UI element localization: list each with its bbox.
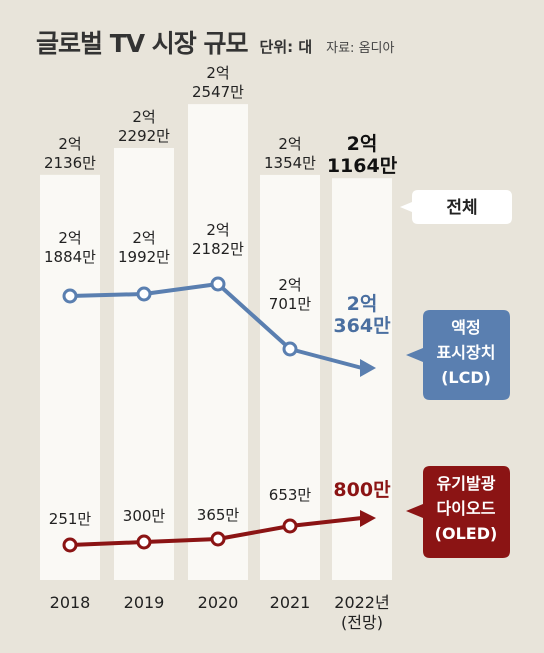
oled-value-label-2: 365만 bbox=[197, 506, 240, 524]
lcd-point-2 bbox=[210, 276, 226, 292]
lcd-value-label-1: 2억 1992만 bbox=[118, 229, 170, 266]
legend-total-label: 전체 bbox=[446, 198, 477, 218]
legend-lcd-label: 액정 표시장치 (LCD) bbox=[437, 318, 496, 387]
oled-value-label-0: 251만 bbox=[49, 510, 92, 528]
chart-title: 글로벌 TV 시장 규모 bbox=[36, 29, 249, 58]
x-tick-label-1: 2019 bbox=[124, 593, 165, 612]
x-tick-label-2: 2020 bbox=[198, 593, 239, 612]
total-value-label-2: 2억 2547만 bbox=[192, 64, 244, 101]
lcd-line-arrowhead bbox=[360, 359, 376, 377]
bar-total-2020 bbox=[188, 104, 248, 580]
oled-line-arrowhead bbox=[360, 510, 376, 527]
lcd-value-label-4: 2억 364만 bbox=[333, 293, 391, 337]
legend-oled-box bbox=[406, 466, 510, 558]
unit-label: 단위: 대 bbox=[259, 38, 313, 56]
x-tick-label-3: 2021 bbox=[270, 593, 311, 612]
x-tick-label-0: 2018 bbox=[50, 593, 91, 612]
oled-value-label-3: 653만 bbox=[269, 486, 312, 504]
oled-point-1 bbox=[136, 534, 152, 550]
lcd-value-label-2: 2억 2182만 bbox=[192, 221, 244, 258]
source-label: 자료: 옴디아 bbox=[326, 41, 395, 56]
bar-total-2021 bbox=[260, 174, 320, 581]
bar-total-2019 bbox=[114, 148, 174, 580]
legend-oled-label: 유기발광 다이오드 (OLED) bbox=[435, 474, 498, 543]
oled-point-0 bbox=[62, 537, 78, 553]
lcd-value-label-3: 2억 701만 bbox=[269, 276, 312, 313]
lcd-point-3 bbox=[282, 341, 298, 357]
legend-lcd-box bbox=[406, 310, 510, 400]
lcd-point-1 bbox=[136, 286, 152, 302]
lcd-point-0 bbox=[62, 288, 78, 304]
oled-value-label-1: 300만 bbox=[123, 507, 166, 525]
lcd-value-label-0: 2억 1884만 bbox=[44, 229, 96, 266]
oled-point-3 bbox=[282, 518, 298, 534]
chart-header: 글로벌 TV 시장 규모 단위: 대 자료: 옴디아 bbox=[36, 24, 394, 60]
total-value-label-0: 2억 2136만 bbox=[44, 135, 96, 172]
bar-total-2018 bbox=[40, 174, 100, 580]
oled-point-2 bbox=[210, 531, 226, 547]
legend-total-box bbox=[400, 190, 512, 224]
oled-value-label-4: 800만 bbox=[333, 479, 391, 501]
total-value-label-4: 2억 1164만 bbox=[327, 133, 398, 177]
total-value-label-3: 2억 1354만 bbox=[264, 135, 316, 172]
total-value-label-1: 2억 2292만 bbox=[118, 108, 170, 145]
x-tick-label-4: 2022년 (전망) bbox=[334, 593, 389, 632]
